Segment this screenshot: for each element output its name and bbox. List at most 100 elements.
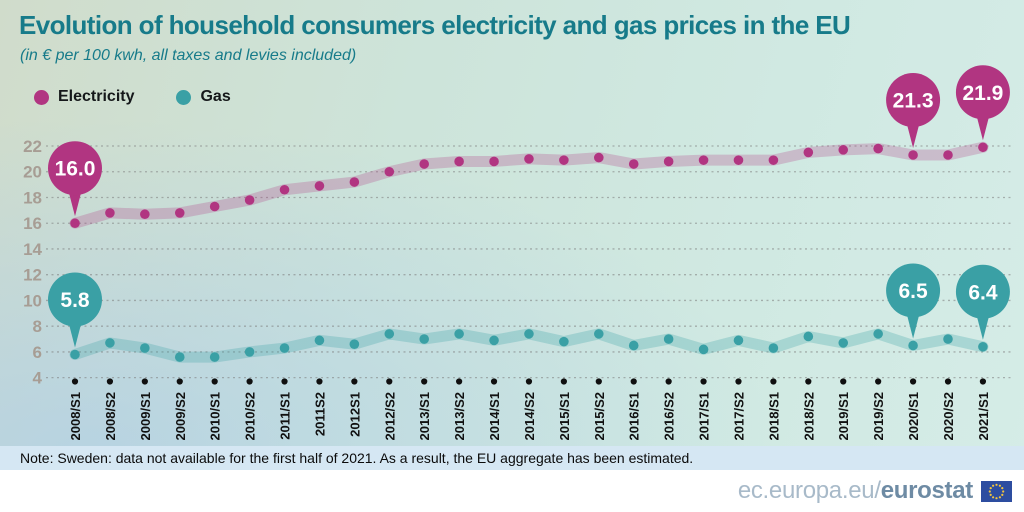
footer-url-prefix: ec.europa.eu/ (737, 477, 881, 504)
x-tick-dot (316, 378, 323, 385)
x-tick-label: 2021/S1 (976, 392, 991, 440)
x-tick-label: 2013/S2 (452, 392, 467, 440)
gas-data-point (768, 343, 779, 353)
x-tick-dot (560, 378, 567, 385)
y-tick-label: 20 (23, 163, 42, 182)
x-tick-label: 2011S2 (312, 392, 327, 436)
electricity-data-point (105, 208, 115, 218)
x-tick-dot (490, 378, 498, 385)
y-tick-label: 16 (23, 214, 42, 233)
x-tick-dot (875, 378, 882, 385)
electricity-data-point (908, 150, 918, 160)
gas-data-point (908, 340, 918, 351)
callout-value: 16.0 (55, 158, 96, 181)
gas-dot-icon (176, 89, 192, 105)
gas-data-point (209, 352, 220, 362)
gas-data-point (594, 329, 604, 339)
x-tick-label: 2018/S1 (766, 392, 781, 440)
gas-data-point (419, 334, 430, 344)
x-tick-dot (71, 378, 79, 385)
electricity-data-point (209, 201, 220, 212)
x-tick-label: 2013/S1 (417, 392, 432, 440)
gas-data-point (105, 338, 115, 348)
x-tick-label: 2016/S2 (662, 392, 677, 440)
gas-data-point (628, 340, 639, 351)
electricity-dot-icon (34, 89, 49, 105)
callout-bubble (886, 73, 941, 128)
x-tick-label: 2019/S2 (871, 392, 886, 440)
electricity-data-point (349, 177, 360, 187)
x-tick-label: 2020/S2 (941, 392, 956, 440)
x-tick-dot (700, 378, 707, 385)
callout-value: 21.9 (962, 82, 1003, 105)
electricity-data-point (489, 156, 499, 167)
x-tick-dot (630, 378, 637, 385)
x-tick-label: 2019/S1 (836, 392, 851, 440)
gas-data-point (454, 329, 464, 339)
gas-data-point (524, 329, 534, 339)
x-tick-dot (979, 378, 987, 385)
x-tick-label: 2017/S1 (697, 392, 712, 440)
electricity-data-point (314, 181, 325, 191)
page-title: Evolution of household consumers electri… (19, 10, 851, 40)
x-tick-label: 2012S1 (347, 392, 362, 437)
electricity-data-point (70, 218, 80, 229)
eu-flag-stars (988, 483, 1005, 499)
electricity-data-point (244, 195, 255, 205)
gas-data-point (733, 335, 744, 346)
x-tick-label: 2009/S1 (138, 392, 153, 440)
gas-data-point (873, 329, 883, 339)
gas-data-point (663, 334, 674, 344)
gas-data-point (140, 343, 150, 353)
y-tick-label: 6 (33, 343, 42, 362)
electricity-data-point (733, 155, 744, 165)
x-tick-label: 2008/S2 (103, 392, 118, 440)
x-tick-label: 2015/S1 (557, 392, 572, 440)
page-subtitle: (in € per 100 kwh, all taxes and levies … (20, 47, 357, 64)
y-tick-label: 10 (23, 291, 42, 310)
note-text: Note: Sweden: data not available for the… (20, 450, 694, 466)
y-tick-label: 12 (23, 266, 42, 285)
x-tick-dot (595, 378, 602, 385)
gas-data-point (174, 352, 185, 362)
callout-bubble (955, 264, 1010, 319)
electricity-data-point (663, 156, 674, 167)
callout-value: 6.4 (968, 281, 998, 304)
callout-value: 6.5 (898, 280, 928, 303)
x-tick-label: 2017/S2 (731, 392, 746, 440)
x-tick-dot (176, 378, 183, 385)
x-tick-dot (840, 378, 847, 385)
electricity-data-point (384, 166, 395, 177)
y-tick-label: 22 (23, 137, 42, 156)
electricity-data-point (524, 154, 534, 164)
legend-item-electricity: Electricity (34, 88, 134, 106)
x-tick-dot (456, 378, 463, 385)
x-tick-dot (351, 378, 358, 385)
legend-item-gas: Gas (176, 88, 231, 106)
x-tick-label: 2011/S1 (278, 392, 293, 440)
note-bar: Note: Sweden: data not available for the… (0, 446, 1024, 470)
x-tick-dot (665, 378, 672, 385)
x-tick-label: 2009/S2 (173, 392, 188, 440)
callout-value: 5.8 (60, 289, 90, 312)
electricity-data-point (768, 155, 779, 165)
gas-data-point (384, 329, 395, 339)
x-tick-dot (735, 378, 742, 385)
x-tick-label: 2010/S1 (208, 392, 223, 440)
gas-data-point (559, 336, 569, 347)
gas-data-point (489, 335, 499, 346)
x-tick-label: 2016/S1 (627, 392, 642, 440)
callout-bubble (955, 65, 1010, 120)
electricity-data-point (978, 142, 988, 153)
x-tick-dot (944, 378, 952, 385)
x-tick-label: 2014/S2 (522, 392, 537, 440)
footer-url: ec.europa.eu/eurostat (738, 477, 973, 505)
legend-label-gas: Gas (200, 88, 231, 105)
electricity-data-point (873, 143, 883, 154)
electricity-data-point (140, 209, 150, 220)
x-tick-dot (770, 378, 777, 385)
callout-bubble (48, 141, 102, 196)
x-tick-dot (141, 378, 148, 385)
